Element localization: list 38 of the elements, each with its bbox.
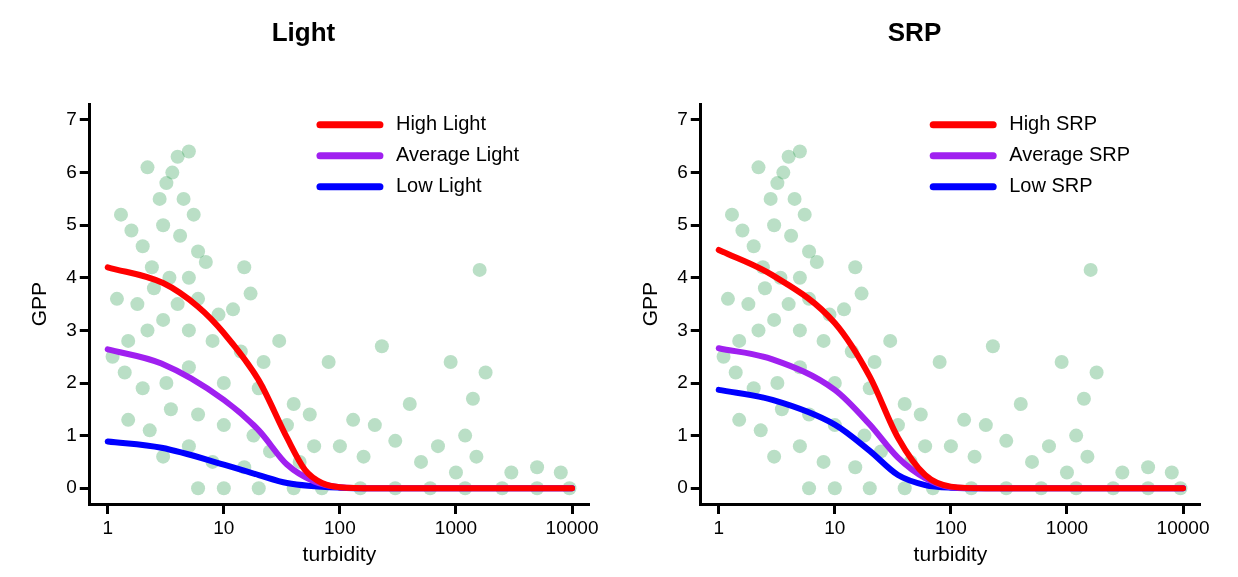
y-tick-label: 0	[677, 476, 688, 498]
legend-label: High Light	[395, 112, 487, 135]
x-tick-label: 100	[324, 516, 356, 538]
y-tick-label: 2	[677, 371, 688, 393]
y-axis-title: GPP	[638, 281, 662, 327]
legend-label: Average Light	[395, 143, 520, 166]
x-tick-label: 1000	[1045, 516, 1089, 538]
x-axis-title: turbidity	[302, 542, 377, 566]
y-axis-title: GPP	[27, 281, 51, 327]
y-tick-label: 7	[677, 108, 688, 130]
x-tick-label: 1000	[434, 516, 478, 538]
legend-label: High SRP	[1009, 112, 1097, 135]
y-tick-label: 3	[66, 318, 77, 340]
y-tick-label: 4	[66, 266, 78, 288]
y-tick-label: 1	[677, 423, 688, 445]
chart-title: Light	[271, 16, 336, 47]
x-tick-label: 1	[713, 516, 725, 538]
chart-title: SRP	[887, 16, 942, 47]
legend-label: Average SRP	[1009, 143, 1130, 166]
x-tick-label: 1	[102, 516, 114, 538]
y-tick-label: 6	[66, 160, 77, 182]
y-tick-label: 2	[66, 371, 77, 393]
legend-label: Low Light	[395, 174, 482, 197]
y-tick-label: 0	[66, 476, 77, 498]
x-tick-label: 10000	[545, 516, 599, 538]
y-tick-label: 6	[677, 160, 688, 182]
y-tick-label: 1	[66, 423, 77, 445]
x-tick-label: 100	[935, 516, 967, 538]
x-tick-label: 10	[213, 516, 235, 538]
y-tick-label: 5	[66, 213, 77, 235]
y-tick-label: 5	[677, 213, 688, 235]
y-tick-label: 3	[677, 318, 688, 340]
y-tick-label: 7	[66, 108, 77, 130]
y-tick-label: 4	[677, 266, 689, 288]
x-tick-label: 10	[824, 516, 846, 538]
x-tick-label: 10000	[1156, 516, 1210, 538]
legend-label: Low SRP	[1009, 174, 1093, 197]
x-axis-title: turbidity	[913, 542, 988, 566]
